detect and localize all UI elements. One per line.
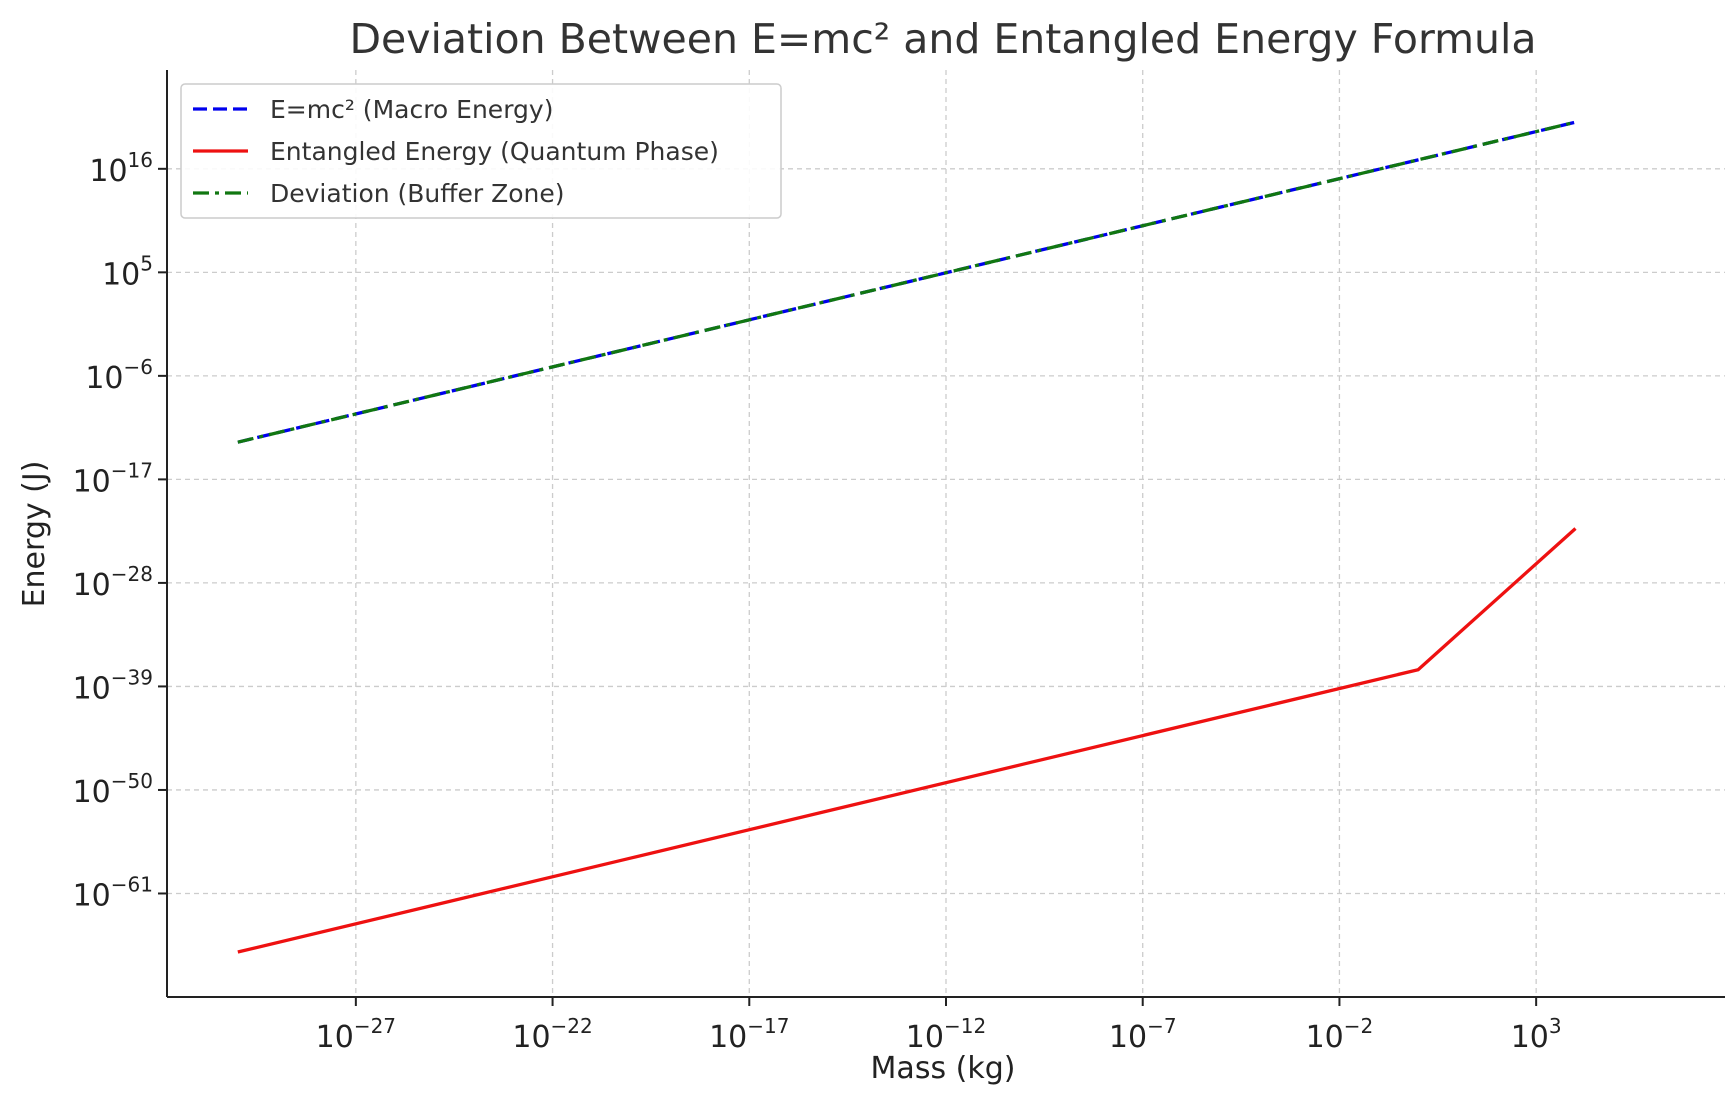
- series-line-2: [237, 527, 1577, 954]
- legend-entry: E=mc² (Macro Energy): [270, 95, 553, 124]
- x-tick-label: 10−22: [512, 1014, 592, 1055]
- x-tick-label: 103: [1511, 1014, 1562, 1055]
- x-axis-label: Mass (kg): [871, 1051, 1016, 1086]
- series-line-3: [237, 120, 1576, 444]
- legend-entry: Entangled Energy (Quantum Phase): [270, 137, 719, 166]
- x-tick-label: 10−2: [1306, 1014, 1374, 1055]
- legend-box: [180, 83, 782, 219]
- y-tick-label: 105: [102, 251, 153, 292]
- y-tick-label: 10−28: [73, 562, 153, 603]
- x-tick-label: 10−17: [709, 1014, 789, 1055]
- y-tick-label: 10−6: [85, 355, 153, 396]
- y-tick-label: 1016: [89, 148, 153, 189]
- legend: E=mc² (Macro Energy) Entangled Energy (Qu…: [180, 83, 782, 219]
- y-axis-label: Energy (J): [17, 461, 52, 608]
- y-tick-label: 10−39: [73, 665, 153, 706]
- series-layer: [237, 120, 1577, 954]
- y-tick-label: 10−50: [73, 769, 153, 810]
- x-ticks: 10−27 10−22 10−17 10−12 10−7 10−2 103: [316, 997, 1562, 1055]
- y-tick-label: 10−17: [73, 458, 153, 499]
- chart-title: Deviation Between E=mc² and Entangled En…: [349, 15, 1536, 63]
- legend-entry: Deviation (Buffer Zone): [270, 179, 565, 208]
- y-ticks: 1016 105 10−6 10−17 10−28 10−39 10−50 10−61: [73, 148, 167, 913]
- x-tick-label: 10−7: [1109, 1014, 1177, 1055]
- y-tick-label: 10−61: [73, 872, 153, 913]
- x-tick-label: 10−12: [906, 1014, 986, 1055]
- x-tick-label: 10−27: [316, 1014, 396, 1055]
